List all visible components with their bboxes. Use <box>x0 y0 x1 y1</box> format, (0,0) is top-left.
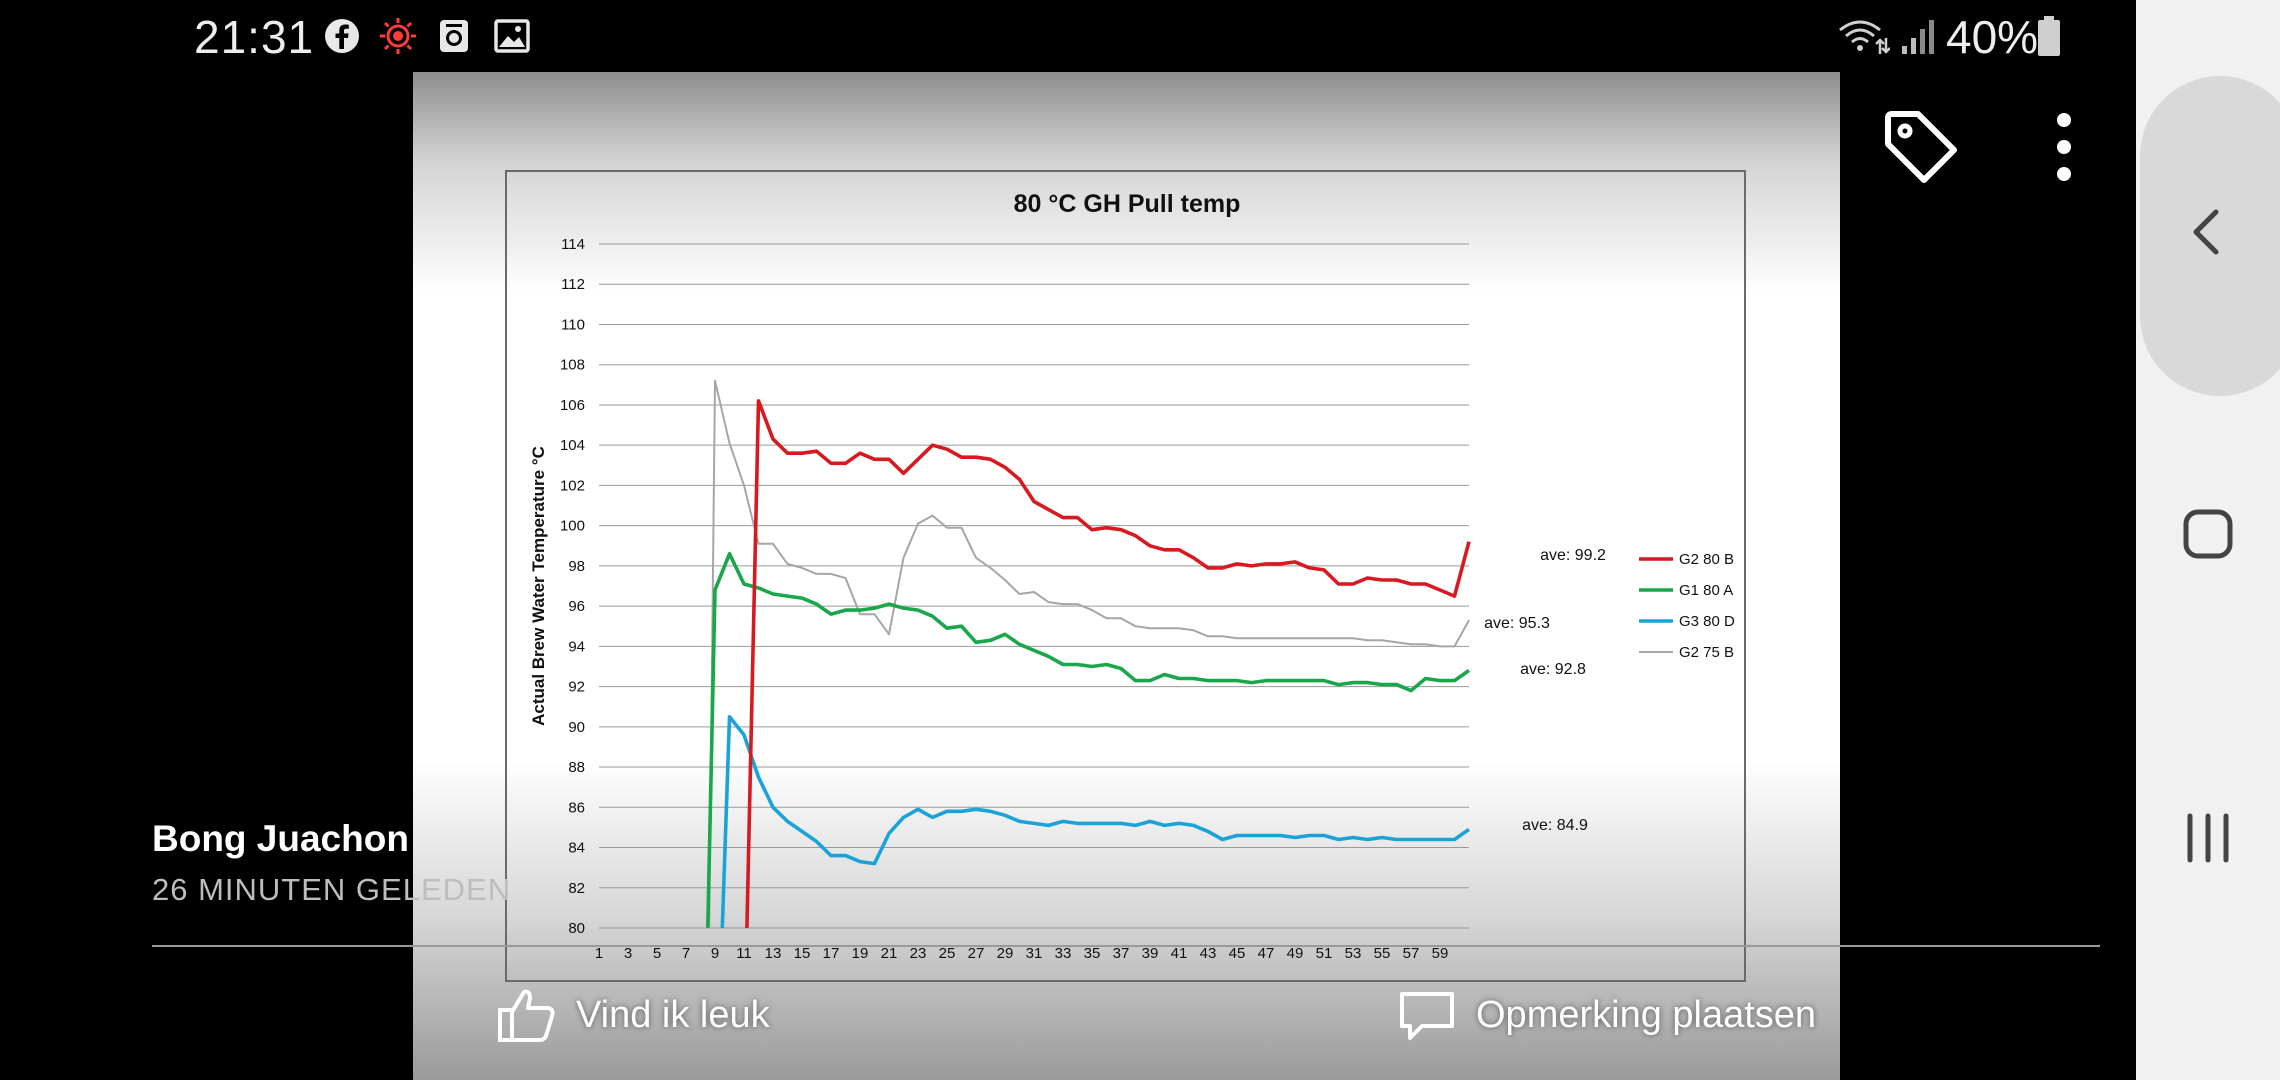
battery-percentage: 40% <box>1946 11 2039 63</box>
x-tick-label: 3 <box>624 945 632 962</box>
x-tick-label: 43 <box>1200 945 1217 962</box>
y-tick-label: 108 <box>560 357 585 374</box>
status-clock: 21:31 <box>194 11 315 63</box>
chart-title: 80 °C GH Pull temp <box>1014 190 1241 218</box>
legend-entry: G1 80 A <box>1679 582 1733 599</box>
series-line-g2-80-b <box>745 399 1471 929</box>
back-icon[interactable] <box>2176 200 2240 264</box>
x-tick-label: 23 <box>910 945 927 962</box>
divider <box>152 945 2100 947</box>
x-tick-label: 49 <box>1287 945 1304 962</box>
x-tick-label: 25 <box>939 945 956 962</box>
x-tick-label: 13 <box>765 945 782 962</box>
x-tick-label: 53 <box>1345 945 1362 962</box>
like-label: Vind ik leuk <box>576 993 770 1036</box>
y-axis-label: Actual Brew Water Temperature °C <box>529 446 548 726</box>
x-tick-label: 29 <box>997 945 1014 962</box>
like-button[interactable]: Vind ik leuk <box>496 982 770 1048</box>
status-bar: 21:31 40% <box>0 0 2136 72</box>
series-line-g2-75-b <box>708 379 1470 929</box>
x-tick-label: 47 <box>1258 945 1275 962</box>
x-tick-label: 59 <box>1432 945 1449 962</box>
post-timestamp: 26 MINUTEN GELEDEN <box>152 872 512 907</box>
legend-entry: G2 75 B <box>1679 644 1734 661</box>
comment-button[interactable]: Opmerking plaatsen <box>1396 982 1816 1048</box>
x-tick-label: 37 <box>1113 945 1130 962</box>
x-tick-label: 19 <box>852 945 869 962</box>
x-tick-label: 57 <box>1403 945 1420 962</box>
more-vertical-icon[interactable] <box>2038 108 2090 186</box>
x-tick-label: 7 <box>682 945 690 962</box>
legend-entry: G3 80 D <box>1679 613 1735 630</box>
comment-icon <box>1400 992 1454 1040</box>
x-tick-label: 35 <box>1084 945 1101 962</box>
x-tick-label: 5 <box>653 945 661 962</box>
y-tick-label: 86 <box>568 799 585 816</box>
y-tick-label: 96 <box>568 598 585 615</box>
x-tick-label: 51 <box>1316 945 1333 962</box>
x-tick-label: 55 <box>1374 945 1391 962</box>
x-tick-label: 27 <box>968 945 985 962</box>
signal-icon <box>1902 20 1934 54</box>
x-tick-label: 17 <box>823 945 840 962</box>
x-tick-label: 39 <box>1142 945 1159 962</box>
y-tick-label: 112 <box>561 276 585 293</box>
x-tick-label: 45 <box>1229 945 1246 962</box>
series-line-g1-80-a <box>706 551 1471 929</box>
series-annotation: ave: 95.3 <box>1484 615 1550 632</box>
post-photo[interactable] <box>413 72 1840 1080</box>
y-tick-label: 80 <box>568 920 585 937</box>
y-tick-label: 84 <box>568 840 585 857</box>
y-tick-label: 110 <box>561 316 585 333</box>
temperature-line-chart: 80 °C GH Pull temp Actual Brew Water Tem… <box>529 190 1735 962</box>
series-annotation: ave: 92.8 <box>1520 661 1586 678</box>
x-tick-label: 9 <box>711 945 719 962</box>
navigation-pill <box>2140 76 2280 396</box>
y-tick-label: 90 <box>568 719 585 736</box>
x-tick-label: 21 <box>881 945 898 962</box>
x-tick-label: 31 <box>1026 945 1043 962</box>
y-tick-label: 94 <box>568 638 585 655</box>
series-annotation: ave: 99.2 <box>1540 547 1606 564</box>
y-tick-label: 82 <box>568 880 585 897</box>
x-tick-label: 11 <box>736 945 752 962</box>
home-icon[interactable] <box>2176 502 2240 566</box>
facebook-icon <box>325 19 359 53</box>
gallery-icon <box>494 19 530 53</box>
y-tick-label: 106 <box>560 397 585 414</box>
y-tick-label: 114 <box>561 236 585 253</box>
y-tick-label: 98 <box>568 558 585 575</box>
x-tick-label: 41 <box>1171 945 1188 962</box>
wifi-icon <box>1839 20 1890 54</box>
y-tick-label: 100 <box>560 518 585 535</box>
screen-recorder-icon <box>440 20 468 52</box>
y-tick-label: 102 <box>560 477 585 494</box>
x-tick-label: 15 <box>794 945 811 962</box>
x-tick-label: 33 <box>1055 945 1072 962</box>
battery-icon <box>2038 16 2060 56</box>
comment-label: Opmerking plaatsen <box>1476 993 1817 1036</box>
tag-icon[interactable] <box>1878 104 1964 190</box>
red-notification-icon <box>380 18 416 54</box>
recents-icon[interactable] <box>2176 806 2240 870</box>
y-tick-label: 92 <box>568 679 585 696</box>
thumbs-up-icon <box>498 989 555 1042</box>
legend-entry: G2 80 B <box>1679 551 1734 568</box>
y-tick-label: 88 <box>568 759 585 776</box>
x-tick-label: 1 <box>595 945 603 962</box>
chart-frame: 80 °C GH Pull temp Actual Brew Water Tem… <box>505 170 1746 982</box>
series-annotation: ave: 84.9 <box>1522 817 1588 834</box>
post-author[interactable]: Bong Juachon <box>152 818 409 859</box>
y-tick-label: 104 <box>560 437 585 454</box>
series-line-g3-80-d <box>720 714 1471 929</box>
